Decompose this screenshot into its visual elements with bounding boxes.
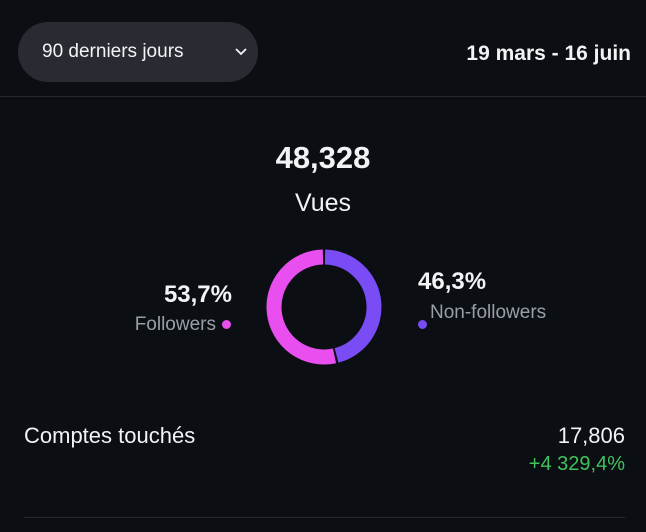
accounts-value: 17,806 bbox=[557, 423, 625, 448]
non-followers-legend: Non-followers bbox=[430, 302, 547, 323]
total-views: 48,328 bbox=[275, 140, 371, 175]
period-label: 90 derniers jours bbox=[42, 41, 184, 62]
total-label: Vues bbox=[294, 189, 352, 217]
followers-legend: Followers bbox=[134, 314, 216, 335]
divider bbox=[24, 517, 625, 518]
donut-segment bbox=[266, 249, 337, 365]
legend-dot bbox=[418, 320, 427, 329]
chevron-icon bbox=[235, 48, 247, 56]
followers-percent: 53,7% bbox=[163, 281, 232, 308]
legend-dot bbox=[222, 320, 231, 329]
donut-segment bbox=[324, 249, 382, 363]
date-range: 19 mars - 16 juin bbox=[466, 42, 631, 65]
donut-chart bbox=[266, 249, 382, 365]
non-followers-percent: 46,3% bbox=[418, 268, 487, 295]
period-button[interactable]: 90 derniers jours bbox=[18, 22, 258, 82]
accounts-label: Comptes touchés bbox=[24, 423, 196, 448]
divider bbox=[0, 96, 646, 97]
accounts-change: +4 329,4% bbox=[528, 453, 625, 475]
